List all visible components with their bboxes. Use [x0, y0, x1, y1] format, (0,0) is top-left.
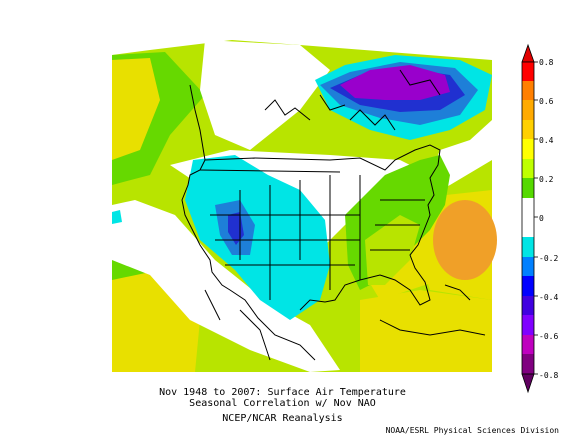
map-field	[112, 40, 497, 372]
credit-text: NOAA/ESRL Physical Sciences Division	[385, 426, 559, 435]
legend-tick: -0.6	[539, 332, 558, 341]
legend-tick: 0.4	[539, 136, 554, 145]
legend-tick: 0.6	[539, 97, 554, 106]
coastlines	[181, 69, 486, 361]
color-bar: 0.8 0.6 0.4 0.2 0 -0.2 -0.4 -0.6 -0.8	[521, 43, 558, 394]
caption-line-1: Nov 1948 to 2007: Surface Air Temperatur…	[159, 387, 406, 398]
caption-line-3: NCEP/NCAR Reanalysis	[222, 413, 343, 424]
legend-tick: 0.8	[539, 58, 554, 67]
legend-tick: -0.4	[539, 293, 558, 302]
caption-line-2: Seasonal Correlation w/ Nov NAO	[189, 398, 376, 409]
legend-tick: 0.2	[539, 175, 554, 184]
legend-tick: -0.2	[539, 254, 558, 263]
legend-tick: -0.8	[539, 371, 558, 380]
legend-tick: 0	[539, 214, 544, 223]
